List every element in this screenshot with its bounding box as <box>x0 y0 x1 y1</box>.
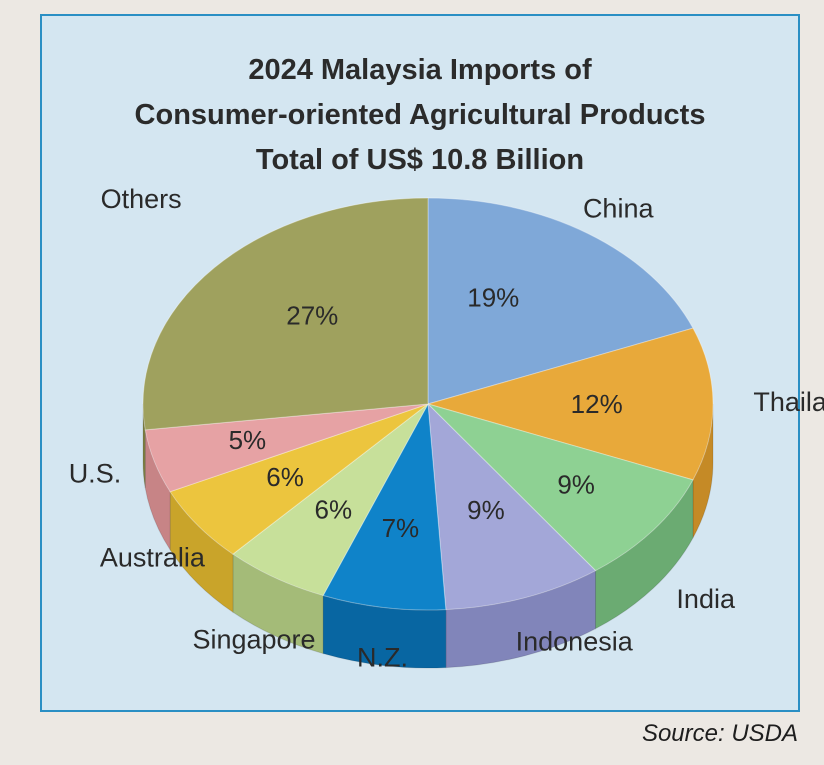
slice-n-z <box>322 402 447 611</box>
pie-top <box>142 197 714 611</box>
pct-label-4: 7% <box>382 513 420 543</box>
pct-label-3: 9% <box>467 495 505 525</box>
pct-label-6: 6% <box>266 462 304 492</box>
pct-label-5: 6% <box>315 495 353 525</box>
slice-china <box>427 197 694 405</box>
slice-thailand <box>426 327 714 481</box>
chart-title: 2024 Malaysia Imports of Consumer-orient… <box>40 48 800 183</box>
pie-sides <box>142 403 714 669</box>
pct-label-2: 9% <box>557 470 595 500</box>
category-label-5: Singapore <box>192 624 315 654</box>
slice-u-s <box>144 403 429 493</box>
title-line-3: Total of US$ 10.8 Billion <box>255 144 585 176</box>
category-label-3: Indonesia <box>516 626 634 656</box>
slice-india <box>427 403 694 572</box>
category-label-8: Others <box>101 184 182 214</box>
category-label-6: Australia <box>100 542 206 572</box>
slice-others <box>142 197 429 431</box>
slice-singapore <box>232 403 429 597</box>
category-label-4: N.Z. <box>357 643 408 673</box>
category-label-2: India <box>676 584 736 614</box>
source-note: Source: USDA <box>641 720 798 747</box>
category-label-0: China <box>583 194 655 224</box>
title-line-2: Consumer-oriented Agricultural Products <box>134 99 706 131</box>
pct-label-1: 12% <box>571 389 623 419</box>
category-label-7: U.S. <box>69 458 122 488</box>
slice-australia <box>169 403 429 555</box>
slice-indonesia <box>427 402 597 611</box>
pct-label-7: 5% <box>229 425 267 455</box>
category-label-1: Thailand <box>753 387 824 417</box>
pct-label-8: 27% <box>286 301 338 331</box>
pct-label-0: 19% <box>467 282 519 312</box>
pie-labels: 19% China 12% Thailand 9% India 9% Indonesia 7% N… <box>69 184 824 673</box>
slice-side-4 <box>322 594 447 669</box>
title-line-1: 2024 Malaysia Imports of <box>248 54 592 86</box>
